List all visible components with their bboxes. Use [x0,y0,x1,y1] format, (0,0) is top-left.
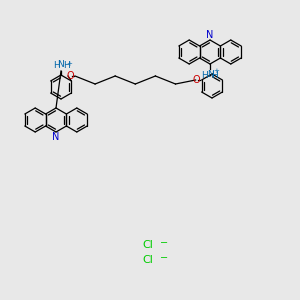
Text: O: O [66,71,74,81]
Text: N: N [206,29,214,40]
Text: H: H [212,71,218,80]
Text: +: + [66,61,72,67]
Text: H: H [63,61,69,70]
Text: N: N [52,133,60,142]
Text: −: − [160,253,168,263]
Text: O: O [193,75,200,85]
Text: H: H [52,61,59,70]
Text: +: + [213,68,219,74]
Text: −: − [160,238,168,248]
Text: N: N [207,70,213,79]
Text: Cl: Cl [142,255,153,265]
Text: Cl: Cl [142,240,153,250]
Text: H: H [202,71,208,80]
Text: N: N [58,60,64,69]
